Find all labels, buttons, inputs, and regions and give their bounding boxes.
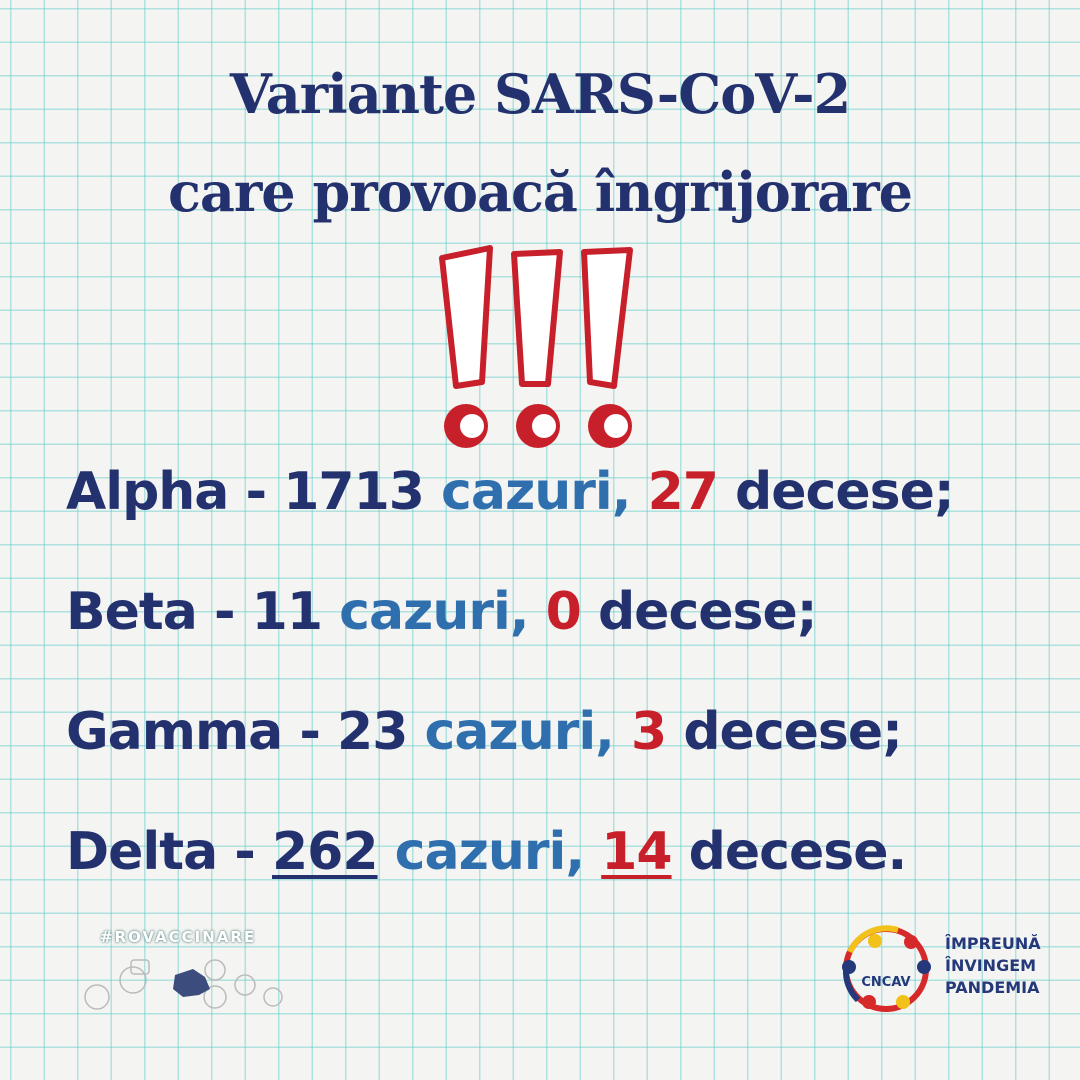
- deaths-count: 3: [631, 702, 667, 762]
- variant-line-beta: Beta - 11 cazuri, 0 decese;: [66, 582, 818, 642]
- triple-exclamation-icon: [439, 245, 633, 448]
- cases-label: cazuri,: [377, 822, 585, 882]
- cncav-logo-text: CNCAV: [861, 975, 910, 990]
- separator: -: [228, 462, 284, 522]
- deaths-label: decese;: [580, 582, 818, 642]
- separator: -: [282, 702, 338, 762]
- deaths-label: decese;: [717, 462, 955, 522]
- variant-name: Alpha: [66, 462, 229, 522]
- cases-count: 11: [251, 582, 323, 642]
- separator: -: [196, 582, 252, 642]
- deaths-count: 14: [601, 822, 672, 882]
- title-line-1: Variante SARS-CoV-2: [229, 62, 851, 126]
- deaths-label: decese;: [666, 702, 903, 762]
- title-line-2: care provoacă îngrijorare: [167, 160, 913, 224]
- deaths-count: 0: [545, 582, 582, 642]
- slogan-line: ÎMPREUNĂ: [945, 934, 1041, 953]
- deaths-count: 27: [647, 462, 719, 522]
- hashtag-rovaccinare: #ROVACCINARE: [100, 928, 257, 946]
- variant-name: Gamma: [66, 702, 283, 762]
- variant-line-gamma: Gamma - 23 cazuri, 3 decese;: [66, 702, 903, 762]
- cases-label: cazuri,: [407, 702, 615, 762]
- variant-line-delta: Delta - 262 cazuri, 14 decese.: [66, 822, 908, 882]
- deaths-label: decese.: [671, 822, 908, 882]
- romania-map-icon: [84, 959, 283, 1010]
- slogan-line: ÎNVINGEM: [945, 956, 1037, 975]
- cases-label: cazuri,: [322, 582, 529, 642]
- separator: -: [217, 822, 272, 882]
- slogan: ÎMPREUNĂ ÎNVINGEM PANDEMIA: [945, 933, 1041, 999]
- variant-name: Delta: [66, 822, 218, 882]
- cases-count: 23: [337, 702, 408, 762]
- cases-label: cazuri,: [423, 462, 631, 522]
- cases-count: 262: [272, 822, 379, 882]
- variant-line-alpha: Alpha - 1713 cazuri, 27 decese;: [66, 462, 955, 522]
- cncav-logo: CNCAV: [842, 925, 931, 1012]
- variant-name: Beta: [66, 582, 198, 642]
- cases-count: 1713: [283, 462, 425, 522]
- slogan-line: PANDEMIA: [945, 978, 1040, 997]
